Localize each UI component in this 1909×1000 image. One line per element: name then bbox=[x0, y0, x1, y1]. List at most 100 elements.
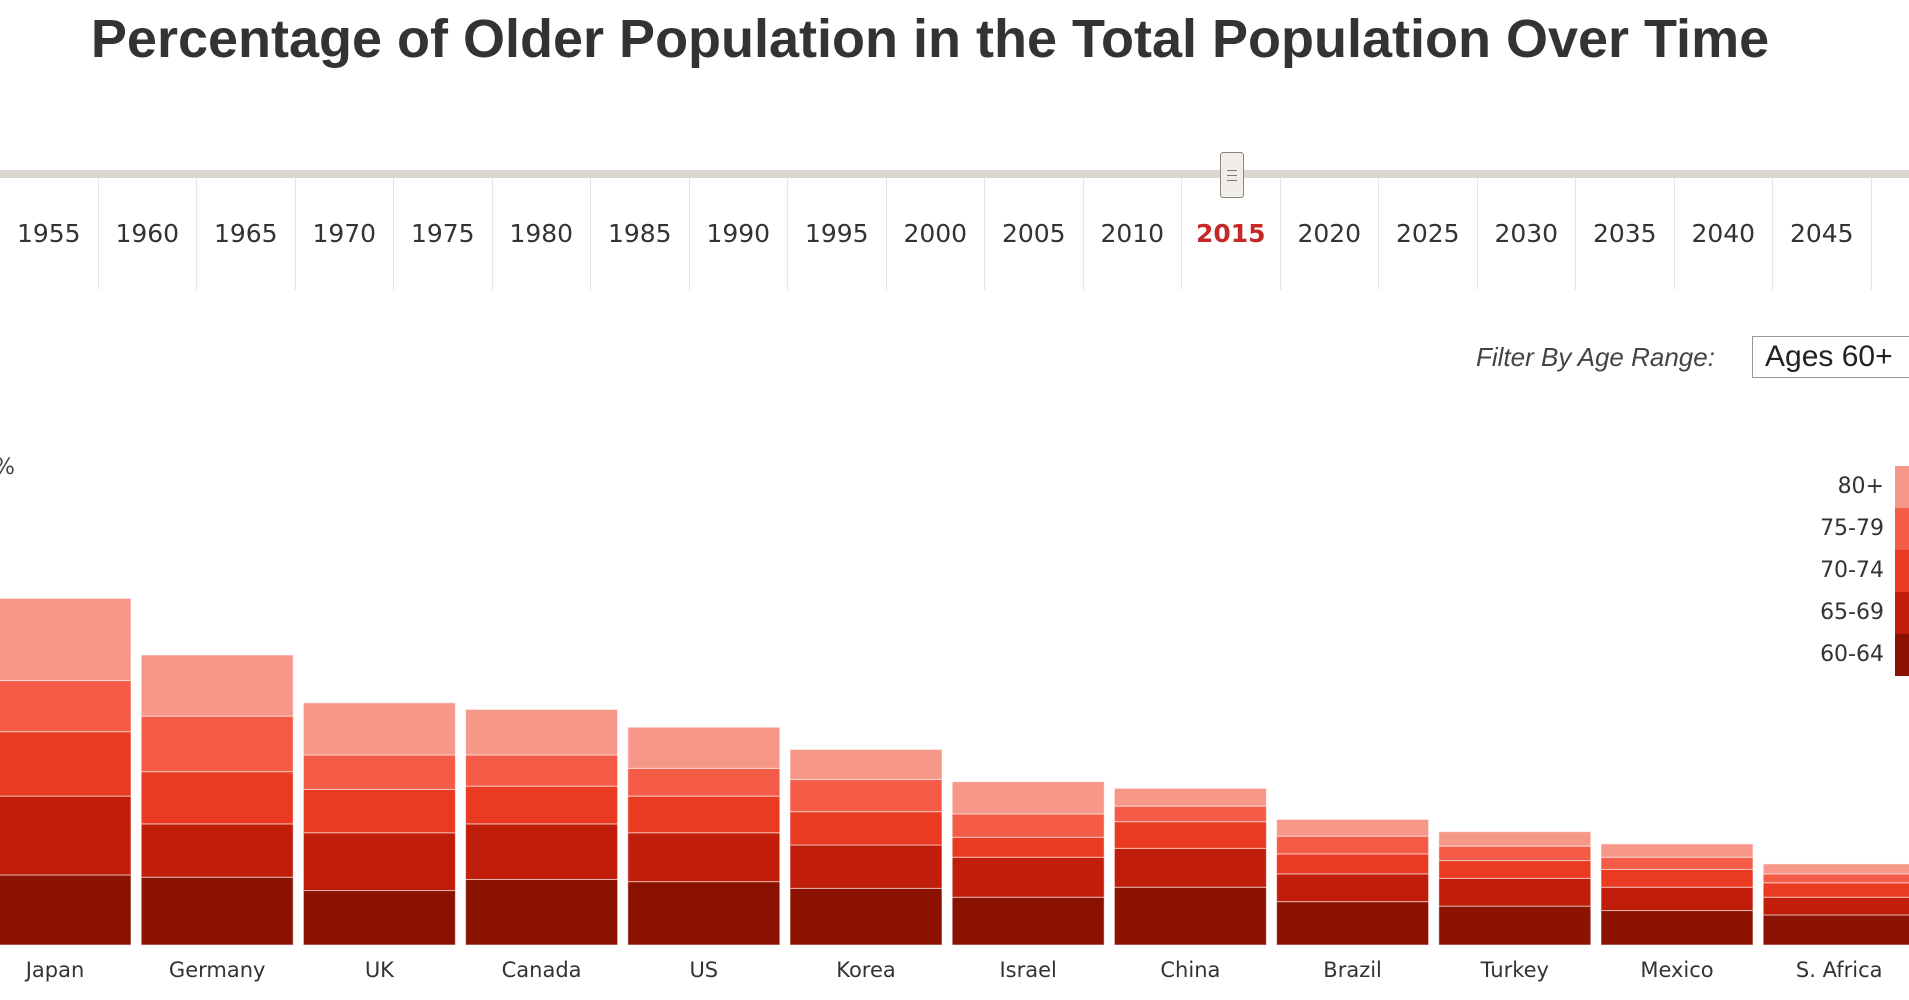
bar-segment-s-africa-75-79[interactable] bbox=[1762, 873, 1909, 884]
bar-segment-turkey-80+[interactable] bbox=[1438, 831, 1592, 847]
year-tick-1965[interactable]: 1965 bbox=[197, 178, 296, 290]
bar-segment-s-africa-70-74[interactable] bbox=[1762, 882, 1909, 898]
category-label: Germany bbox=[169, 958, 266, 982]
bar-segment-turkey-75-79[interactable] bbox=[1438, 845, 1592, 862]
year-tick-1990[interactable]: 1990 bbox=[690, 178, 788, 290]
age-range-select[interactable]: Ages 60+ bbox=[1752, 336, 1909, 378]
bar-segment-japan-65-69[interactable] bbox=[0, 795, 132, 876]
bar-segment-china-65-69[interactable] bbox=[1113, 847, 1267, 888]
bar-segment-mexico-75-79[interactable] bbox=[1600, 856, 1754, 870]
bar-segment-s-africa-65-69[interactable] bbox=[1762, 896, 1909, 916]
year-tick-1970[interactable]: 1970 bbox=[296, 178, 394, 290]
bar-segment-uk-75-79[interactable] bbox=[302, 754, 456, 790]
category-label: Mexico bbox=[1640, 958, 1713, 982]
bar-segment-japan-70-74[interactable] bbox=[0, 731, 132, 797]
bar-segment-germany-70-74[interactable] bbox=[140, 771, 294, 825]
year-tick-2025[interactable]: 2025 bbox=[1379, 178, 1478, 290]
bar-segment-canada-60-64[interactable] bbox=[465, 878, 619, 946]
bar-segment-s-africa-60-64[interactable] bbox=[1762, 914, 1909, 946]
bar-segment-uk-80+[interactable] bbox=[302, 702, 456, 756]
bar-segment-germany-65-69[interactable] bbox=[140, 823, 294, 878]
stacked-bar-chart: Japan Germany UK Canada US Korea Israel China Br… bbox=[0, 597, 1909, 982]
timeline-track[interactable] bbox=[0, 170, 1909, 178]
category-label: Japan bbox=[24, 958, 85, 982]
y-axis-label-fragment: % bbox=[0, 455, 15, 480]
bar-segment-mexico-70-74[interactable] bbox=[1600, 868, 1754, 888]
bar-segment-china-75-79[interactable] bbox=[1113, 805, 1267, 823]
category-label: Korea bbox=[836, 958, 896, 982]
year-tick-2015[interactable]: 2015 bbox=[1182, 178, 1281, 290]
bar-segment-korea-65-69[interactable] bbox=[789, 844, 943, 889]
bar-segment-us-80+[interactable] bbox=[627, 726, 781, 769]
bar-segment-us-65-69[interactable] bbox=[627, 832, 781, 883]
bar-segment-korea-80+[interactable] bbox=[789, 748, 943, 780]
bar-segment-canada-65-69[interactable] bbox=[465, 823, 619, 880]
bar-segment-china-60-64[interactable] bbox=[1113, 886, 1267, 946]
year-tick-2000[interactable]: 2000 bbox=[887, 178, 985, 290]
year-tick-2020[interactable]: 2020 bbox=[1281, 178, 1379, 290]
bar-segment-brazil-80+[interactable] bbox=[1276, 818, 1430, 837]
bar-segment-mexico-60-64[interactable] bbox=[1600, 910, 1754, 946]
bar-segment-korea-70-74[interactable] bbox=[789, 811, 943, 846]
bar-segment-mexico-65-69[interactable] bbox=[1600, 886, 1754, 912]
bar-segment-israel-60-64[interactable] bbox=[951, 896, 1105, 946]
year-tick-2[interactable]: 2 bbox=[1872, 178, 1909, 290]
grip-line-icon bbox=[1227, 170, 1237, 171]
bar-segment-brazil-75-79[interactable] bbox=[1276, 835, 1430, 855]
bar-segment-us-60-64[interactable] bbox=[627, 881, 781, 946]
bar-segment-uk-60-64[interactable] bbox=[302, 890, 456, 946]
year-tick-2030[interactable]: 2030 bbox=[1478, 178, 1576, 290]
legend-item-70-74: 70-74 bbox=[1780, 550, 1909, 592]
bar-segment-china-70-74[interactable] bbox=[1113, 821, 1267, 849]
bar-segment-israel-70-74[interactable] bbox=[951, 836, 1105, 858]
bar-segment-turkey-70-74[interactable] bbox=[1438, 860, 1592, 879]
bar-segment-brazil-65-69[interactable] bbox=[1276, 873, 1430, 903]
category-label: Brazil bbox=[1323, 958, 1382, 982]
bar-segment-japan-80+[interactable] bbox=[0, 597, 132, 682]
bar-segment-korea-75-79[interactable] bbox=[789, 778, 943, 813]
bar-segment-korea-60-64[interactable] bbox=[789, 887, 943, 946]
bar-segment-japan-60-64[interactable] bbox=[0, 874, 132, 946]
legend-swatch bbox=[1895, 508, 1909, 550]
bar-segment-canada-80+[interactable] bbox=[465, 708, 619, 756]
bar-segment-us-75-79[interactable] bbox=[627, 767, 781, 797]
bar-segment-israel-75-79[interactable] bbox=[951, 813, 1105, 838]
bar-segment-germany-60-64[interactable] bbox=[140, 876, 294, 946]
bar-segment-turkey-65-69[interactable] bbox=[1438, 877, 1592, 907]
bar-segment-turkey-60-64[interactable] bbox=[1438, 905, 1592, 946]
category-label: Canada bbox=[502, 958, 582, 982]
timeline-slider-handle[interactable] bbox=[1220, 152, 1244, 198]
bar-segment-germany-75-79[interactable] bbox=[140, 715, 294, 773]
legend-label: 75-79 bbox=[1820, 516, 1884, 541]
year-tick-1975[interactable]: 1975 bbox=[394, 178, 493, 290]
bar-segment-canada-75-79[interactable] bbox=[465, 754, 619, 787]
bar-segment-brazil-60-64[interactable] bbox=[1276, 901, 1430, 946]
bar-segment-s-africa-80+[interactable] bbox=[1762, 863, 1909, 875]
bar-segment-mexico-80+[interactable] bbox=[1600, 843, 1754, 858]
year-tick-2005[interactable]: 2005 bbox=[985, 178, 1084, 290]
year-tick-2010[interactable]: 2010 bbox=[1084, 178, 1182, 290]
year-tick-1955[interactable]: 1955 bbox=[0, 178, 99, 290]
bar-segment-canada-70-74[interactable] bbox=[465, 785, 619, 825]
year-tick-1995[interactable]: 1995 bbox=[788, 178, 887, 290]
year-tick-2045[interactable]: 2045 bbox=[1773, 178, 1872, 290]
legend-label: 60-64 bbox=[1820, 642, 1884, 667]
bar-segment-germany-80+[interactable] bbox=[140, 654, 294, 717]
year-tick-1985[interactable]: 1985 bbox=[591, 178, 690, 290]
legend-item-80+: 80+ bbox=[1780, 466, 1909, 508]
bar-segment-uk-70-74[interactable] bbox=[302, 788, 456, 834]
bar-segment-us-70-74[interactable] bbox=[627, 795, 781, 834]
bar-segment-israel-80+[interactable] bbox=[951, 781, 1105, 815]
bar-segment-uk-65-69[interactable] bbox=[302, 832, 456, 892]
legend-swatch bbox=[1895, 550, 1909, 592]
year-tick-2040[interactable]: 2040 bbox=[1675, 178, 1773, 290]
bar-segment-israel-65-69[interactable] bbox=[951, 856, 1105, 898]
year-tick-1960[interactable]: 1960 bbox=[99, 178, 197, 290]
bar-segment-japan-75-79[interactable] bbox=[0, 680, 132, 733]
year-tick-2035[interactable]: 2035 bbox=[1576, 178, 1675, 290]
category-label: Turkey bbox=[1480, 958, 1549, 982]
bar-segment-china-80+[interactable] bbox=[1113, 787, 1267, 807]
legend-item-60-64: 60-64 bbox=[1780, 634, 1909, 676]
year-tick-1980[interactable]: 1980 bbox=[493, 178, 591, 290]
bar-segment-brazil-70-74[interactable] bbox=[1276, 853, 1430, 875]
